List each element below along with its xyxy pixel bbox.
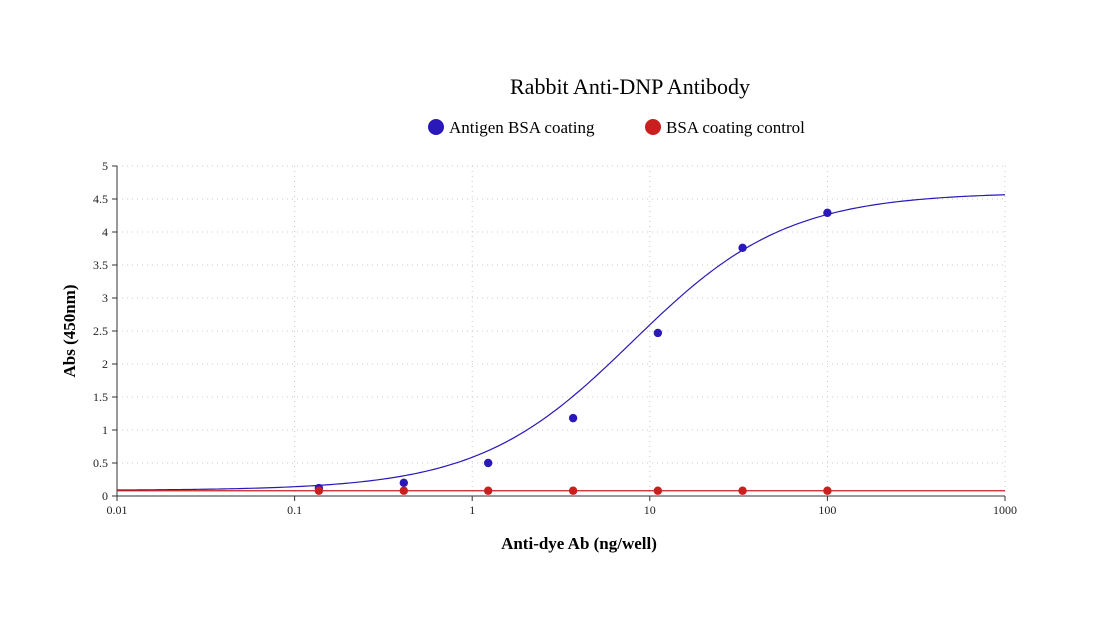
- x-axis-title: Anti-dye Ab (ng/well): [501, 534, 657, 553]
- series-0-point: [399, 478, 409, 487]
- series-lines: [116, 194, 1006, 492]
- series-1-point: [314, 486, 324, 495]
- y-tick-label: 0.5: [93, 456, 108, 470]
- x-axis-ticks: 0.01 0.1 1 10 100 1000: [107, 496, 1017, 517]
- series-0-point: [823, 208, 832, 218]
- y-tick-label: 2: [102, 357, 108, 371]
- series-points: [314, 208, 832, 495]
- x-tick-label: 0.1: [287, 503, 302, 517]
- series-0-point: [738, 243, 747, 253]
- legend: Antigen BSA coating BSA coating control: [428, 118, 805, 137]
- legend-marker-antigen: [428, 119, 444, 135]
- y-tick-label: 3: [102, 291, 108, 305]
- x-tick-label: 10: [644, 503, 656, 517]
- series-0-point: [653, 328, 663, 338]
- series-0-fit-line: [116, 194, 1006, 491]
- series-0-point: [568, 413, 578, 423]
- y-axis-title: Abs (450nm): [60, 284, 79, 377]
- y-tick-label: 4: [102, 225, 108, 239]
- y-tick-label: 1.5: [93, 390, 108, 404]
- y-tick-label: 1: [102, 423, 108, 437]
- y-tick-label: 4.5: [93, 192, 108, 206]
- x-tick-label: 100: [818, 503, 836, 517]
- legend-label-control: BSA coating control: [666, 118, 805, 137]
- legend-marker-control: [645, 119, 661, 135]
- series-1-point: [653, 486, 663, 495]
- chart-title: Rabbit Anti-DNP Antibody: [510, 74, 750, 99]
- y-tick-label: 5: [102, 159, 108, 173]
- series-0-point: [483, 458, 493, 468]
- y-tick-label: 2.5: [93, 324, 108, 338]
- axes: [116, 166, 1005, 497]
- series-1-point: [483, 486, 493, 495]
- legend-label-antigen: Antigen BSA coating: [449, 118, 595, 137]
- y-tick-label: 0: [102, 489, 108, 503]
- series-1-point: [568, 486, 578, 495]
- series-1-point: [738, 486, 747, 495]
- x-tick-label: 1: [469, 503, 475, 517]
- x-tick-label: 1000: [993, 503, 1017, 517]
- y-axis-ticks: 0 0.5 1 1.5 2 2.5 3 3.5 4 4.5 5: [93, 159, 117, 503]
- x-tick-label: 0.01: [107, 503, 128, 517]
- y-tick-label: 3.5: [93, 258, 108, 272]
- series-1-point: [823, 486, 832, 495]
- series-1-point: [399, 486, 409, 495]
- grid: [117, 165, 1006, 496]
